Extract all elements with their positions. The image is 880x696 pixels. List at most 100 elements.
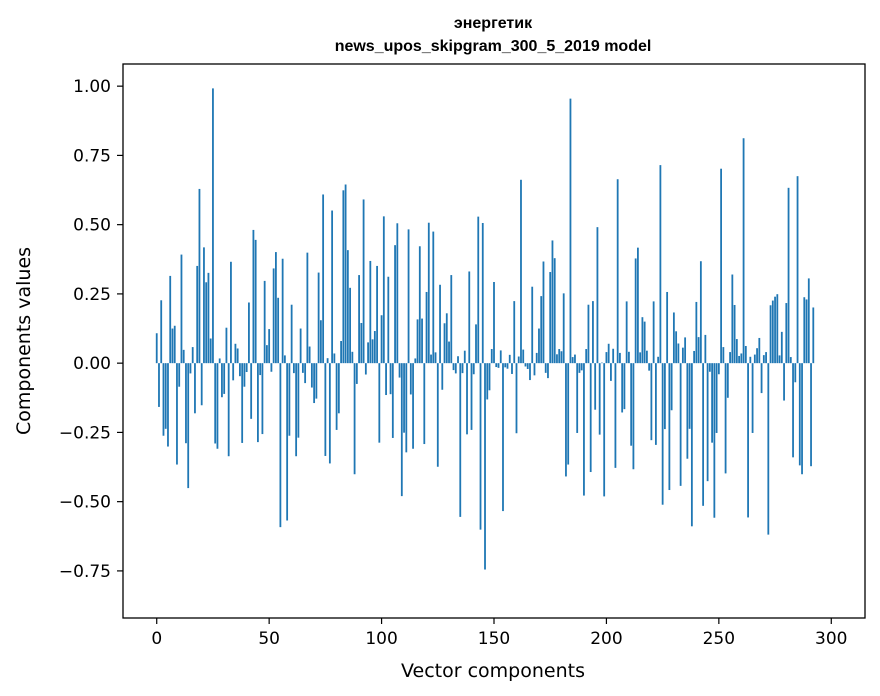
bar [310,363,313,388]
bar [223,363,226,394]
bar [762,355,765,364]
bar [466,363,468,435]
bar [560,351,563,364]
bar [538,328,540,364]
bar [776,294,779,364]
y-tick-label: 0.25 [73,285,111,305]
bar [205,282,208,364]
bar [619,352,621,364]
bar [549,272,552,364]
bar [185,363,187,444]
bar [513,301,516,364]
bar [643,321,646,364]
bar [400,363,403,497]
x-tick-label: 0 [151,629,162,649]
bar [693,350,696,364]
bar [740,353,743,364]
bar [221,363,223,398]
bar [268,329,271,364]
bar [304,363,307,384]
bar [511,363,513,374]
bar [355,363,358,384]
bar [675,331,678,364]
x-tick-label: 300 [815,629,847,649]
bar [490,349,493,364]
bar [407,229,410,364]
bar [803,297,806,364]
bar [452,363,455,371]
bar [209,338,212,364]
bar [562,293,565,364]
bar [637,247,639,364]
bar [389,363,392,395]
bar [308,346,311,364]
bar [787,187,790,364]
bar [486,363,489,400]
bar [569,98,572,364]
bar [747,363,749,518]
x-tick-label: 200 [590,629,622,649]
bar [158,363,160,407]
bar [805,299,808,364]
bar [738,355,740,364]
bar [241,363,244,443]
bar [234,343,237,364]
bar [439,284,441,364]
bar [351,351,354,364]
bar [493,282,495,364]
bar [583,363,585,496]
bar [441,363,444,390]
bar [160,300,163,364]
bar [769,305,772,364]
bar [596,227,599,364]
bar [576,363,579,433]
bar [526,363,529,369]
bar [257,363,259,443]
bar [720,168,722,364]
bar [423,363,426,445]
bar [630,363,633,446]
bar [248,302,250,364]
bar [216,363,219,449]
bar [173,325,176,364]
bar [641,317,644,364]
bar [504,363,507,368]
y-tick-label: 0.00 [73,354,111,374]
bar [342,190,345,364]
bar [227,363,230,457]
bar [382,216,385,364]
bar [254,239,257,364]
bar [744,345,747,364]
bar [567,363,570,465]
bar [652,301,655,364]
bar [315,363,318,399]
bar [212,88,214,364]
bar [607,343,610,364]
bar [758,337,761,364]
bar [369,260,372,364]
y-tick-label: −0.25 [59,423,111,443]
bar [731,274,734,364]
bar [578,363,581,373]
bar [646,350,648,364]
bar [385,363,387,396]
bar [317,272,320,364]
bar [810,363,812,467]
bar [405,363,408,453]
bar [717,363,720,375]
bar [196,265,199,364]
bar [470,363,473,430]
bar [281,258,284,364]
bar [726,363,729,398]
bar [558,349,561,364]
bar [461,363,464,374]
bar [598,363,601,435]
bar [785,303,788,364]
bar [275,252,277,364]
bar [756,348,758,364]
bar [373,331,376,364]
bar [771,300,774,364]
bar [715,363,718,433]
bar [654,363,657,445]
bar [358,275,360,364]
